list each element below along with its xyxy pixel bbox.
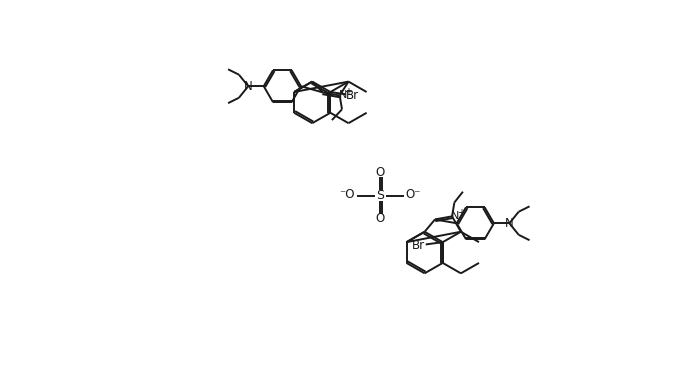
Text: Br: Br	[412, 240, 424, 253]
Text: O⁻: O⁻	[405, 188, 421, 201]
Text: N: N	[505, 217, 514, 230]
Text: N: N	[339, 90, 347, 100]
Text: Br: Br	[346, 89, 358, 102]
Text: +: +	[344, 87, 352, 97]
Text: +: +	[456, 208, 465, 218]
Text: ⁻O: ⁻O	[340, 188, 355, 201]
Text: N: N	[451, 211, 459, 221]
Text: N: N	[244, 80, 253, 93]
Text: S: S	[377, 189, 384, 202]
Text: O: O	[376, 166, 385, 179]
Text: O: O	[376, 212, 385, 225]
